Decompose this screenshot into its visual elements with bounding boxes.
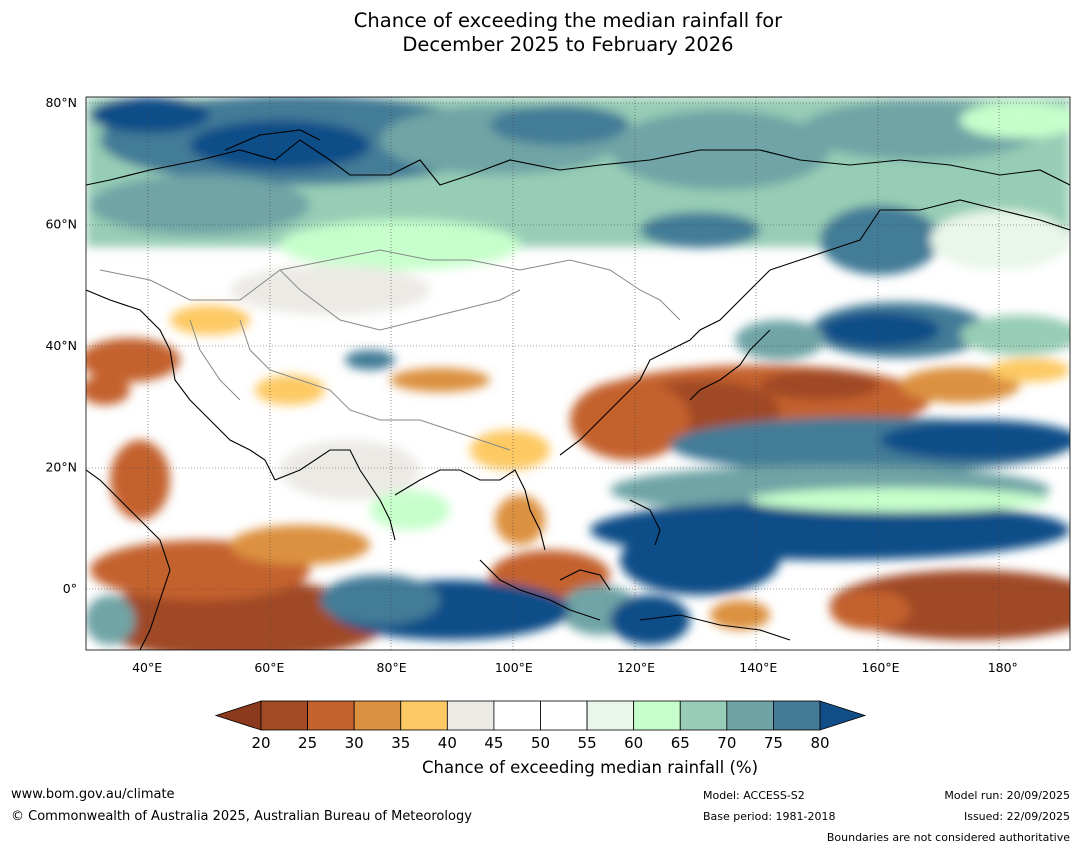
colorbar-label: Chance of exceeding median rainfall (%) xyxy=(421,758,759,777)
boundaries-disclaimer: Boundaries are not considered authoritat… xyxy=(826,831,1070,844)
latitude-labels: 80°N 60°N 40°N 20°N 0° xyxy=(45,95,77,596)
colorbar-segment xyxy=(773,700,821,731)
issued-date: Issued: 22/09/2025 xyxy=(963,810,1070,823)
colorbar-segment xyxy=(307,700,355,731)
colorbar-tick-label: 35 xyxy=(391,734,410,752)
colorbar-tick-label: 75 xyxy=(764,734,783,752)
latitude-label: 80°N xyxy=(45,95,77,110)
chart-title: Chance of exceeding the median rainfall … xyxy=(0,9,1081,57)
latitude-label: 20°N xyxy=(45,460,77,475)
colorbar-tick-label: 40 xyxy=(438,734,457,752)
title-line-2: December 2025 to February 2026 xyxy=(402,33,734,56)
longitude-labels: 40°E 60°E 80°E 100°E 120°E 140°E 160°E 180° xyxy=(132,660,1018,675)
colorbar-segment xyxy=(679,700,728,731)
model-name: Model: ACCESS-S2 xyxy=(703,789,805,802)
map-frame xyxy=(85,96,1071,651)
colorbar-tick-label: 80 xyxy=(810,734,829,752)
title-line-1: Chance of exceeding the median rainfall … xyxy=(353,9,783,32)
base-period: Base period: 1981-2018 xyxy=(703,810,836,823)
colorbar-tick-label: 55 xyxy=(578,734,597,752)
colorbar-tick-label: 50 xyxy=(531,734,550,752)
colorbar-under-arrow xyxy=(214,700,262,731)
country-boundaries xyxy=(99,249,681,451)
colorbar-tick-label: 65 xyxy=(671,734,690,752)
longitude-label: 120°E xyxy=(617,660,655,675)
colorbar-segment xyxy=(353,700,402,731)
colorbar-segment xyxy=(726,700,774,731)
longitude-label: 80°E xyxy=(377,660,407,675)
colorbar-tick-label: 60 xyxy=(624,734,643,752)
rainfall-field xyxy=(86,97,1070,650)
colorbar-segment xyxy=(400,700,448,731)
longitude-label: 100°E xyxy=(495,660,533,675)
longitude-label: 180° xyxy=(988,660,1018,675)
latitude-label: 0° xyxy=(63,581,77,596)
colorbar-tick-label: 45 xyxy=(484,734,503,752)
longitude-label: 140°E xyxy=(739,660,777,675)
colorbar-segment xyxy=(493,700,541,731)
latitude-label: 40°N xyxy=(45,338,77,353)
longitude-label: 60°E xyxy=(254,660,284,675)
site-url: www.bom.gov.au/climate xyxy=(11,787,175,802)
longitude-label: 40°E xyxy=(132,660,162,675)
colorbar-tick-label: 25 xyxy=(298,734,317,752)
colorbar-tick-label: 70 xyxy=(717,734,736,752)
colorbar-segment xyxy=(586,700,635,731)
colorbar-segment xyxy=(633,700,681,731)
colorbar-segment xyxy=(446,700,495,731)
longitude-label: 160°E xyxy=(862,660,900,675)
coastlines xyxy=(86,129,1070,650)
map-gridlines xyxy=(86,97,1070,650)
latitude-label: 60°N xyxy=(45,217,77,232)
colorbar-tick-label: 30 xyxy=(345,734,364,752)
colorbar-segment xyxy=(540,700,588,731)
copyright-notice: © Commonwealth of Australia 2025, Austra… xyxy=(11,809,472,824)
colorbar-segment xyxy=(260,700,308,731)
colorbar-tick-label: 20 xyxy=(251,734,270,752)
model-run-date: Model run: 20/09/2025 xyxy=(944,789,1070,802)
colorbar-over-arrow xyxy=(819,700,867,731)
colorbar: 20 25 30 35 40 45 50 55 60 65 70 75 80 xyxy=(214,700,867,752)
